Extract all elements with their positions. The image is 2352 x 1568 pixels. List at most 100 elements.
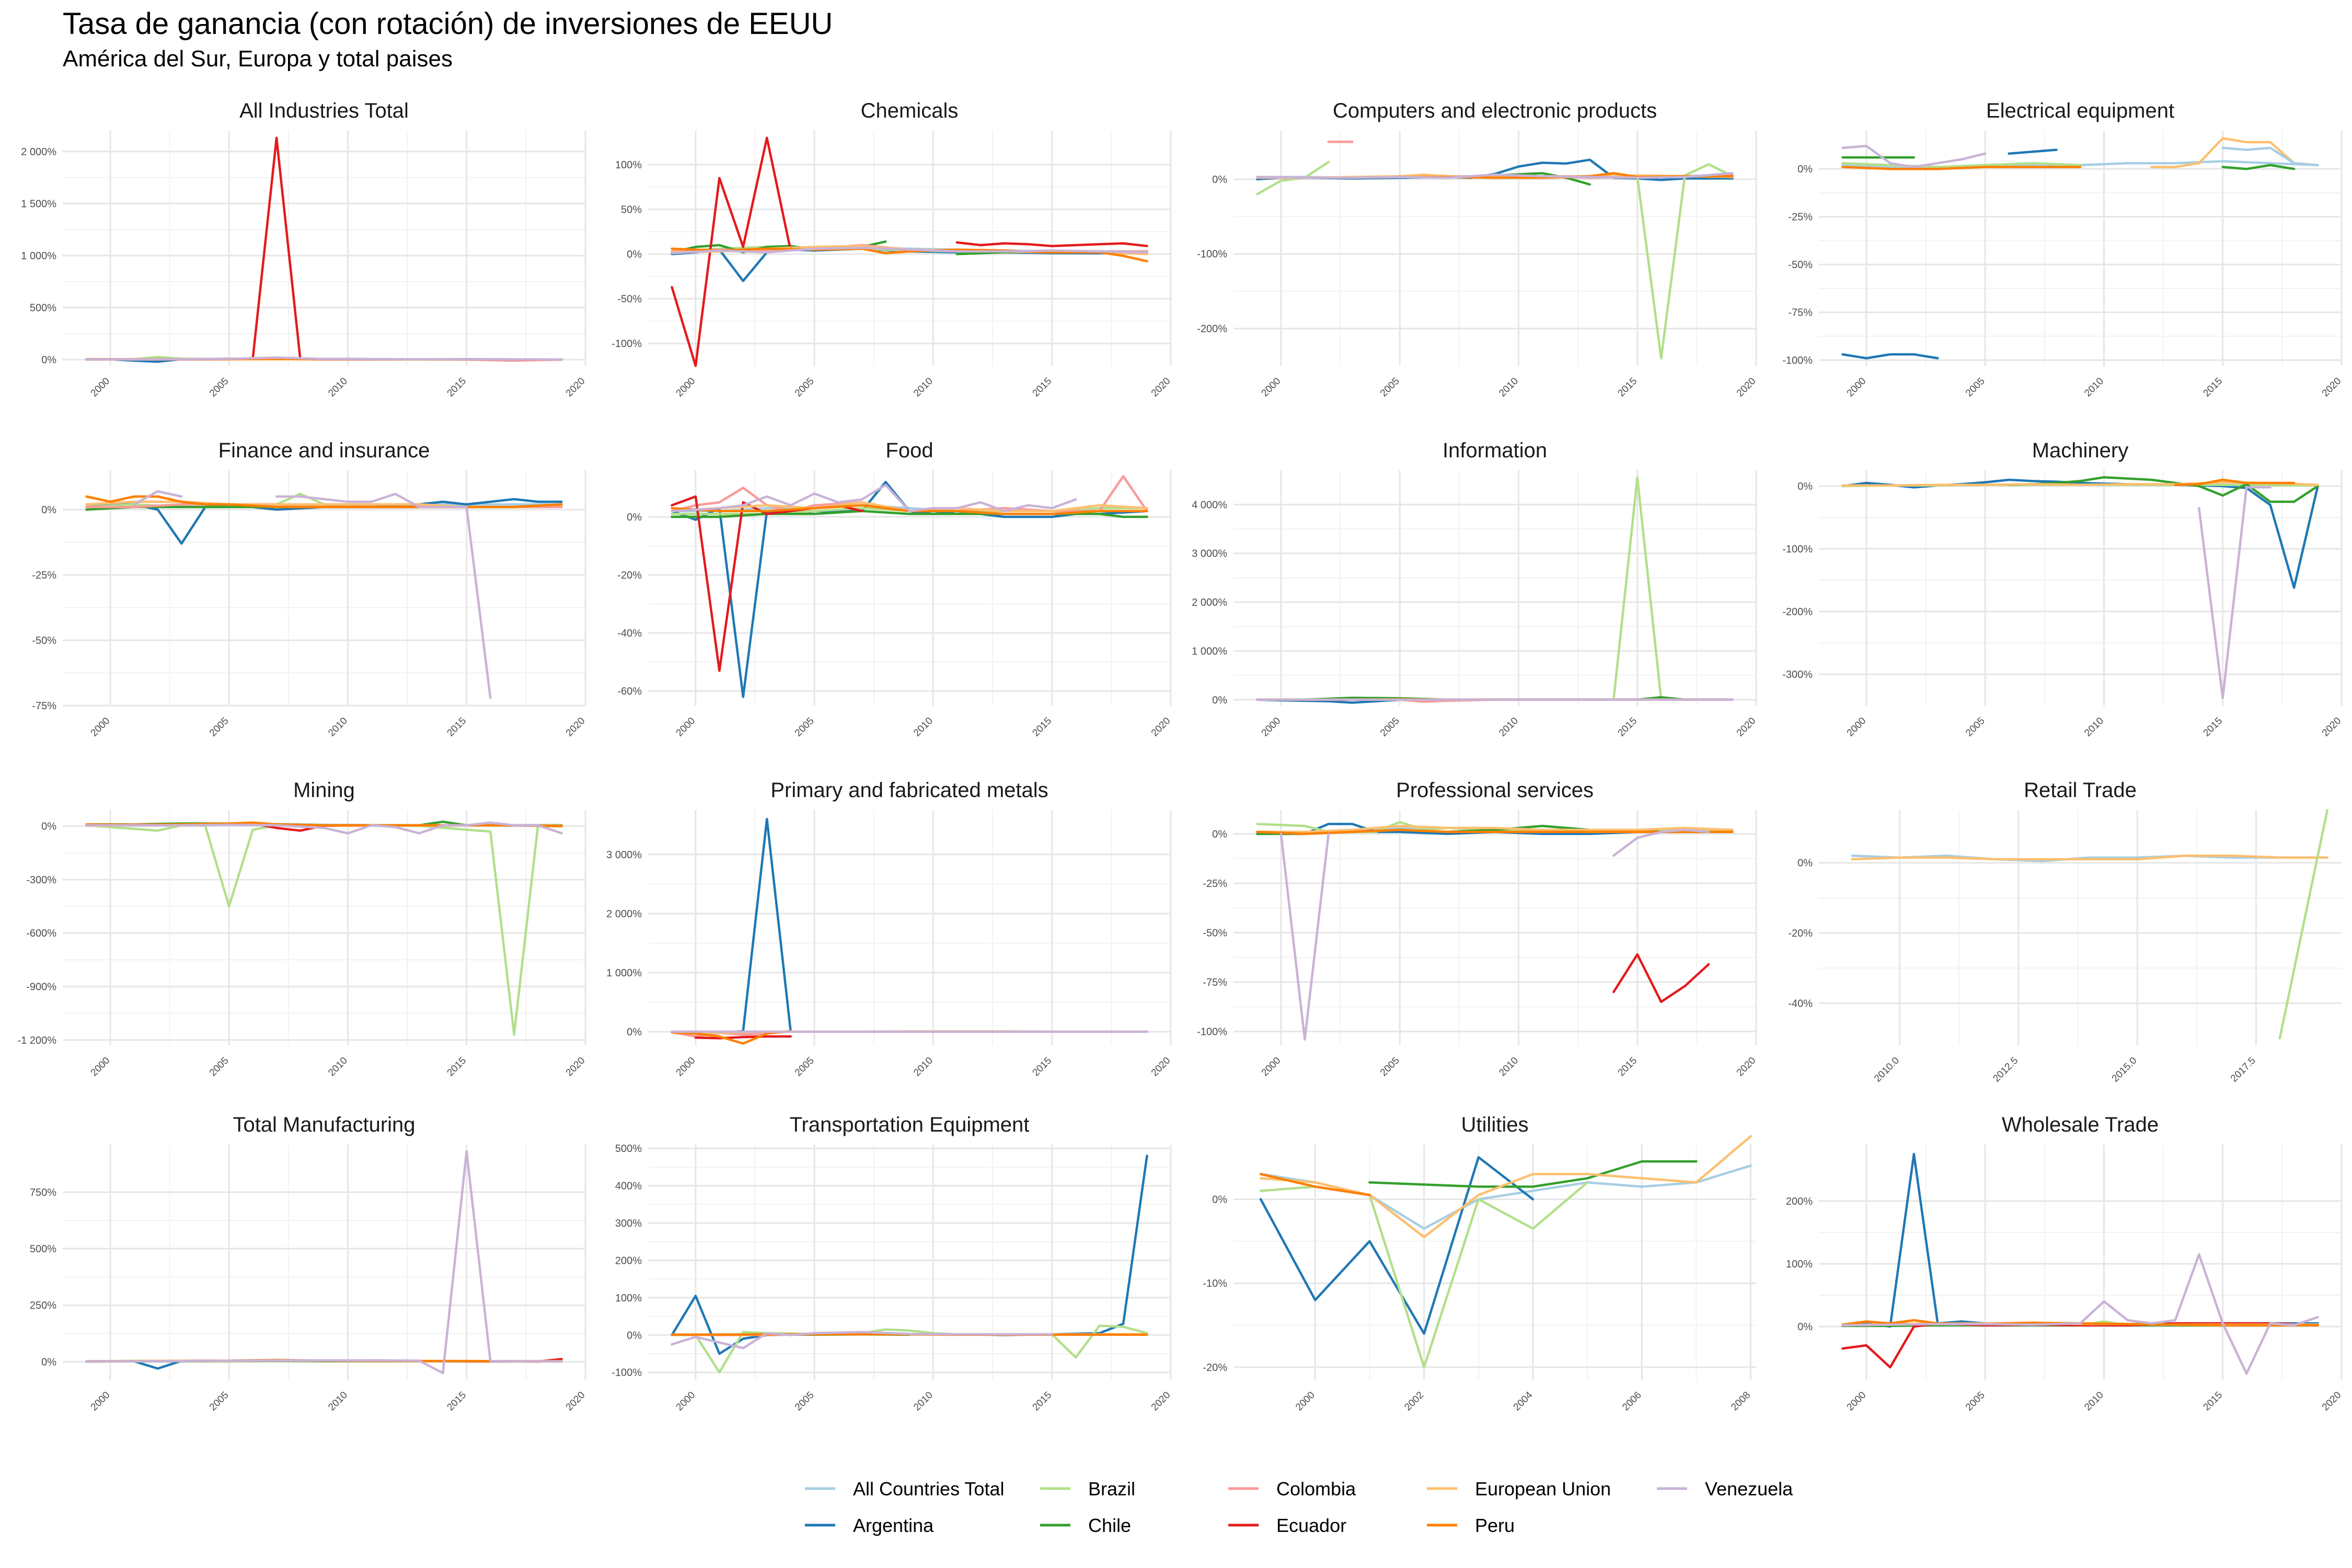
facet-title: Total Manufacturing bbox=[233, 1113, 415, 1136]
y-tick-label: -50% bbox=[1788, 259, 1813, 271]
series-line bbox=[2278, 809, 2328, 1040]
y-tick-label: -300% bbox=[1782, 669, 1813, 681]
x-tick-label: 2020 bbox=[564, 1390, 587, 1413]
series-line bbox=[1851, 855, 2328, 862]
facet-panel: Finance and insurance 2000 2005 2010 2015 202… bbox=[32, 439, 587, 739]
series-line bbox=[85, 356, 563, 361]
series-line bbox=[2221, 146, 2319, 167]
series-line bbox=[2008, 476, 2319, 503]
x-tick-label: 2010 bbox=[326, 1390, 350, 1413]
x-tick-label: 2017.5 bbox=[2229, 1055, 2258, 1085]
facet-title: Finance and insurance bbox=[218, 439, 430, 462]
y-tick-label: 0% bbox=[1212, 695, 1227, 706]
facet-title: Computers and electronic products bbox=[1333, 99, 1657, 122]
y-tick-label: 0% bbox=[1797, 858, 1813, 869]
series-line bbox=[1612, 828, 1710, 857]
series-line bbox=[85, 824, 563, 1036]
x-tick-label: 2010 bbox=[1497, 716, 1520, 739]
x-tick-label: 2020 bbox=[1735, 716, 1758, 739]
x-tick-label: 2000 bbox=[89, 376, 112, 399]
series-line bbox=[671, 510, 1148, 518]
chart-title: Tasa de ganancia (con rotación) de inver… bbox=[63, 7, 833, 41]
series-line bbox=[1256, 172, 1734, 179]
y-tick-label: -25% bbox=[1203, 878, 1227, 890]
x-tick-label: 2020 bbox=[564, 716, 587, 739]
y-tick-label: -1 200% bbox=[18, 1035, 57, 1046]
y-tick-label: 0% bbox=[41, 354, 56, 366]
x-tick-label: 2000 bbox=[89, 1055, 112, 1079]
series-line bbox=[133, 490, 183, 506]
x-tick-label: 2000 bbox=[1845, 1390, 1869, 1413]
x-tick-label: 2005 bbox=[793, 716, 816, 739]
y-tick-label: 0% bbox=[627, 1330, 642, 1341]
series-line bbox=[1279, 833, 1330, 1041]
x-tick-label: 2002 bbox=[1402, 1390, 1426, 1413]
x-tick-label: 2004 bbox=[1512, 1389, 1535, 1413]
y-tick-label: 0% bbox=[1212, 828, 1227, 840]
y-tick-label: 0% bbox=[627, 512, 642, 523]
x-tick-label: 2020 bbox=[2320, 716, 2344, 739]
facet-panel: Mining 2000 2005 2010 2015 2020 -1 200% -900% -6… bbox=[18, 779, 587, 1078]
y-tick-label: -300% bbox=[26, 874, 56, 886]
x-tick-label: 2000 bbox=[1260, 1055, 1283, 1079]
facet-title: Electrical equipment bbox=[1986, 99, 2174, 122]
x-tick-label: 2010 bbox=[912, 1390, 935, 1413]
y-tick-label: -20% bbox=[617, 570, 642, 581]
series-line bbox=[2008, 148, 2058, 155]
y-tick-label: 0% bbox=[1797, 164, 1813, 175]
series-line bbox=[85, 821, 563, 835]
x-tick-label: 2005 bbox=[207, 716, 231, 739]
x-tick-label: 2020 bbox=[1149, 376, 1173, 399]
y-tick-label: 200% bbox=[1786, 1196, 1813, 1207]
x-tick-label: 2020 bbox=[564, 1055, 587, 1079]
x-tick-label: 2010 bbox=[1497, 1055, 1520, 1079]
facet-panel: Primary and fabricated metals 2000 2005 201… bbox=[606, 779, 1172, 1078]
x-tick-label: 2005 bbox=[1964, 1390, 1987, 1413]
x-tick-label: 2000 bbox=[1260, 716, 1283, 739]
x-tick-label: 2000 bbox=[674, 1390, 698, 1413]
y-tick-label: -100% bbox=[612, 1367, 642, 1379]
x-tick-label: 2015 bbox=[1616, 376, 1640, 399]
x-tick-label: 2005 bbox=[207, 1055, 231, 1079]
facet-title: Retail Trade bbox=[2024, 779, 2137, 802]
x-tick-label: 2010 bbox=[326, 1055, 350, 1079]
x-tick-label: 2000 bbox=[89, 716, 112, 739]
series-line bbox=[671, 1331, 1053, 1350]
x-tick-label: 2020 bbox=[564, 376, 587, 399]
series-line bbox=[671, 817, 792, 1034]
series-line bbox=[1256, 825, 1734, 833]
series-line bbox=[275, 492, 492, 699]
facet-title: Machinery bbox=[2032, 439, 2129, 462]
series-line bbox=[1841, 1152, 2319, 1328]
y-tick-label: 1 000% bbox=[21, 250, 56, 262]
x-tick-label: 2010 bbox=[2082, 376, 2106, 399]
facet-title: Primary and fabricated metals bbox=[770, 779, 1048, 802]
x-tick-label: 2010 bbox=[326, 376, 350, 399]
facet-title: Professional services bbox=[1396, 779, 1594, 802]
x-tick-label: 2005 bbox=[793, 1390, 816, 1413]
series-line bbox=[1256, 476, 1734, 701]
series-line bbox=[1259, 1173, 1371, 1196]
series-line bbox=[1259, 1164, 1752, 1230]
y-tick-label: 100% bbox=[615, 159, 642, 171]
series-line bbox=[694, 1035, 792, 1040]
x-tick-label: 2005 bbox=[207, 1390, 231, 1413]
y-tick-label: 250% bbox=[30, 1300, 56, 1311]
x-tick-label: 2015 bbox=[1616, 1055, 1640, 1079]
x-tick-label: 2020 bbox=[2320, 1390, 2344, 1413]
y-tick-label: -75% bbox=[1203, 977, 1227, 988]
y-tick-label: -40% bbox=[617, 628, 642, 639]
x-tick-label: 2000 bbox=[1845, 376, 1869, 399]
x-tick-label: 2012.5 bbox=[1991, 1055, 2020, 1085]
series-line bbox=[1841, 166, 2082, 170]
y-tick-label: 1 500% bbox=[21, 198, 56, 210]
series-line bbox=[1256, 160, 1330, 195]
x-tick-label: 2015.0 bbox=[2110, 1055, 2139, 1085]
x-tick-label: 2010 bbox=[912, 716, 935, 739]
facet-panel: All Industries Total 2000 2005 2010 2015 2020… bbox=[21, 99, 587, 399]
x-tick-label: 2015 bbox=[1031, 1055, 1054, 1079]
series-line bbox=[671, 246, 1148, 255]
y-tick-label: 3 000% bbox=[606, 849, 642, 861]
x-tick-label: 2000 bbox=[674, 716, 698, 739]
x-tick-label: 2005 bbox=[207, 376, 231, 399]
